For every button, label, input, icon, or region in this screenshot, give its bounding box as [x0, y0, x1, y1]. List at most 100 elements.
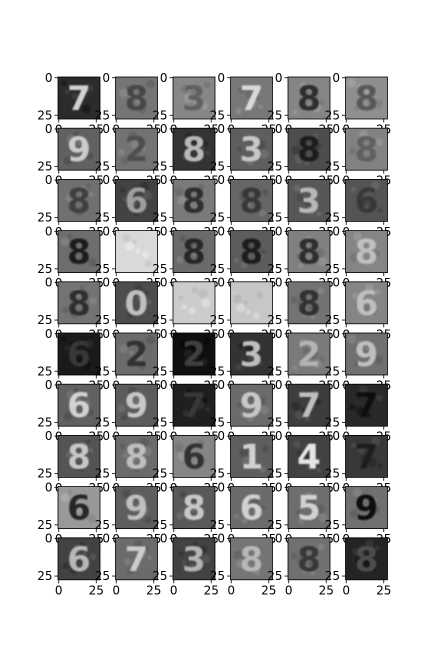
panel-frame — [115, 281, 158, 325]
y-tick-label: 0 — [217, 480, 225, 494]
y-tick-label: 25 — [95, 262, 110, 276]
y-tick-label: 0 — [102, 71, 110, 85]
panel-frame — [345, 76, 388, 120]
panel-digit: 7 — [240, 79, 264, 119]
y-tick-label: 0 — [275, 71, 283, 85]
y-tick-label: 25 — [267, 211, 282, 225]
panel-texture — [233, 291, 263, 320]
panel-digit: 8 — [240, 540, 264, 580]
x-tick-label: 0 — [342, 583, 350, 597]
panel-texture — [65, 182, 94, 216]
panel-texture — [174, 439, 205, 468]
panel-digit: 8 — [297, 233, 321, 273]
y-tick-label: 25 — [37, 518, 52, 532]
panel-texture — [352, 539, 380, 572]
panel-texture — [60, 234, 97, 268]
panel-digit: 1 — [240, 437, 264, 477]
panel-texture — [351, 436, 383, 469]
y-tick-label: 0 — [160, 480, 168, 494]
panel-frame — [172, 537, 216, 581]
panel-digit: 6 — [67, 386, 91, 426]
panel-digit: 8 — [297, 284, 321, 324]
y-tick-label: 25 — [325, 364, 340, 378]
y-tick-label: 0 — [332, 480, 340, 494]
panel-frame — [230, 332, 273, 376]
y-tick-label: 0 — [275, 480, 283, 494]
y-tick-label: 0 — [332, 532, 340, 546]
image-panel-r8-c4: 1025025 — [210, 429, 277, 495]
y-tick-label: 25 — [210, 518, 225, 532]
panel-background — [345, 486, 388, 529]
panel-background — [173, 384, 215, 427]
y-tick-label: 0 — [275, 224, 283, 238]
y-tick-label: 25 — [95, 211, 110, 225]
panel-digit: 6 — [240, 489, 264, 529]
y-tick-label: 0 — [332, 122, 340, 136]
y-tick-label: 25 — [37, 159, 52, 173]
y-tick-label: 25 — [152, 262, 167, 276]
panel-texture — [182, 388, 211, 417]
panel-digit: 8 — [240, 181, 264, 221]
y-tick-label: 0 — [160, 429, 168, 443]
panel-frame — [172, 486, 216, 530]
y-tick-label: 0 — [45, 224, 53, 238]
panel-frame — [57, 332, 101, 376]
panel-texture — [234, 240, 266, 269]
x-tick-label: 0 — [170, 583, 178, 597]
panel-texture — [180, 337, 211, 366]
y-tick-label: 25 — [325, 262, 340, 276]
panel-texture — [119, 79, 155, 114]
y-tick-label: 0 — [102, 276, 110, 290]
y-tick-label: 25 — [37, 262, 52, 276]
panel-frame — [345, 178, 388, 222]
panel-frame — [57, 281, 101, 325]
y-tick-label: 25 — [95, 467, 110, 481]
image-panel-r6-c2: 2025025 — [95, 327, 162, 393]
panel-frame — [115, 178, 158, 222]
panel-frame — [345, 127, 388, 171]
y-tick-label: 0 — [102, 122, 110, 136]
y-tick-label: 25 — [152, 569, 167, 583]
panel-digit: 2 — [125, 335, 149, 375]
y-tick-label: 0 — [275, 276, 283, 290]
x-tick-label: 0 — [55, 583, 63, 597]
panel-texture — [63, 387, 94, 421]
panel-digit: 8 — [67, 233, 91, 273]
panel-texture — [118, 130, 146, 165]
y-tick-label: 25 — [325, 108, 340, 122]
y-tick-label: 25 — [210, 467, 225, 481]
x-tick-label: 0 — [112, 583, 120, 597]
panel-frame — [57, 486, 101, 530]
y-tick-label: 0 — [160, 173, 168, 187]
y-tick-label: 25 — [95, 108, 110, 122]
panel-background — [173, 128, 215, 171]
y-tick-label: 0 — [217, 276, 225, 290]
panel-digit: 2 — [297, 335, 321, 375]
x-tick-label: 25 — [204, 583, 219, 597]
panel-frame — [230, 76, 273, 120]
y-tick-label: 25 — [210, 569, 225, 583]
panel-texture — [293, 184, 322, 217]
panel-frame — [115, 76, 158, 120]
panel-texture — [235, 342, 263, 371]
y-tick-label: 25 — [37, 364, 52, 378]
panel-digit: 3 — [182, 79, 206, 119]
panel-digit: 8 — [67, 437, 91, 477]
y-tick-label: 25 — [95, 364, 110, 378]
y-tick-label: 0 — [102, 429, 110, 443]
panel-texture — [295, 236, 328, 269]
panel-frame — [57, 537, 101, 581]
panel-digit: 9 — [355, 489, 379, 529]
panel-frame — [172, 230, 216, 274]
panel-frame — [57, 76, 101, 120]
panel-texture — [124, 540, 152, 575]
panel-digit: 8 — [297, 79, 321, 119]
